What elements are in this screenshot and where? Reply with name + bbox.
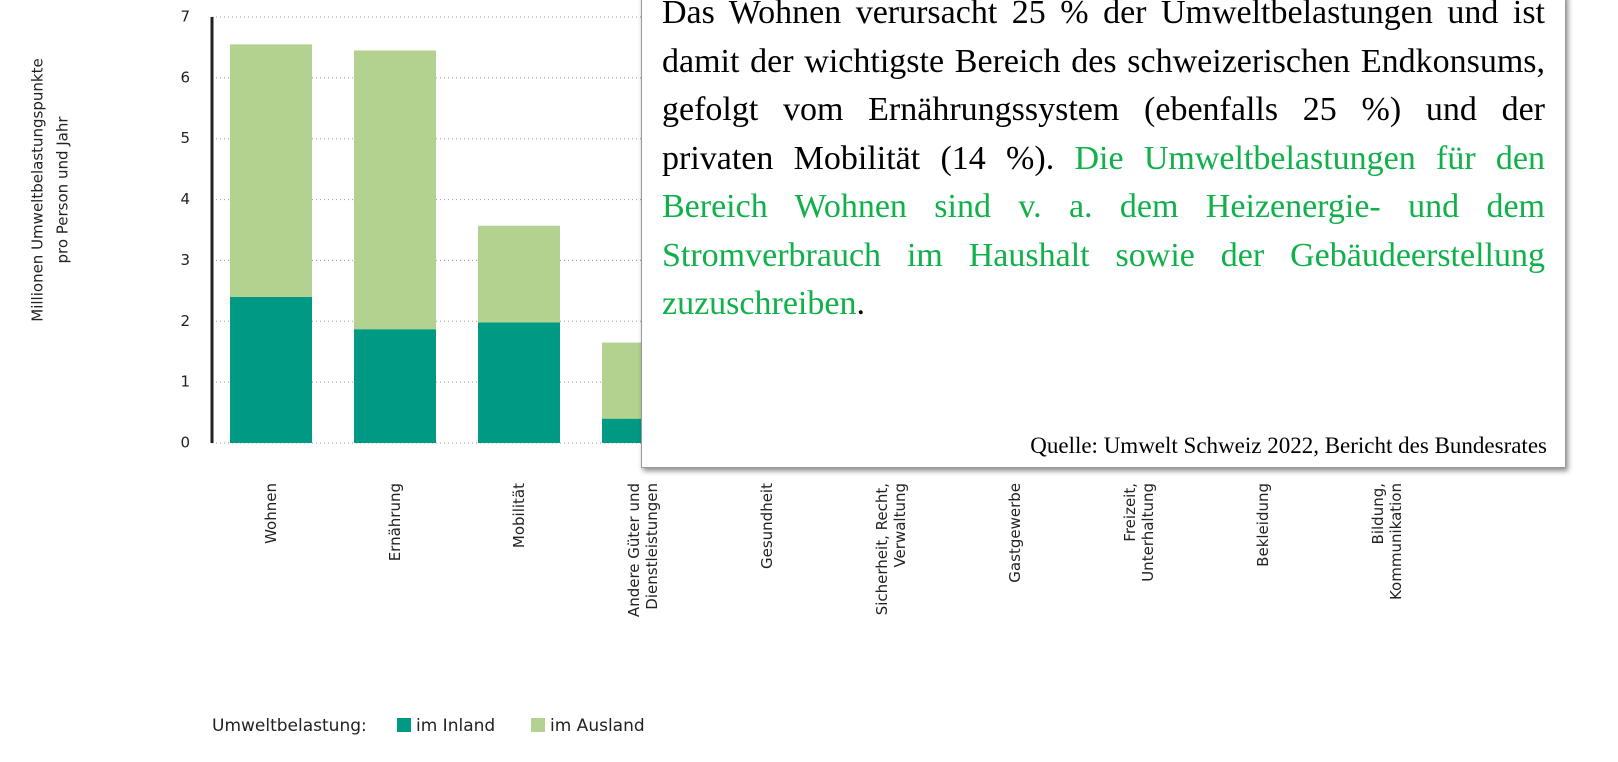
legend-swatch xyxy=(531,718,545,732)
y-tick-label: 0 xyxy=(180,434,190,452)
x-tick-label: Mobilität xyxy=(510,483,528,548)
y-tick-label: 1 xyxy=(180,373,190,391)
popup-sentence: Das Wohnen verursacht 25 % der Umweltbel… xyxy=(662,0,1545,177)
popup-highlight: Die Umweltbelastungen für den Bereich Wo… xyxy=(662,139,1546,323)
y-tick-label: 6 xyxy=(180,68,190,86)
x-tick-label: Bildung,Kommunikation xyxy=(1369,483,1405,600)
x-tick-label: Bekleidung xyxy=(1254,483,1272,567)
legend-label: im Ausland xyxy=(550,716,645,736)
x-tick-label: Freizeit,Unterhaltung xyxy=(1121,483,1157,582)
y-tick-label: 2 xyxy=(180,312,190,330)
x-tick-label: Gesundheit xyxy=(758,483,776,569)
info-popup: Das Wohnen verursacht 25 % der Umweltbel… xyxy=(641,0,1566,468)
y-axis-label: Millionen Umweltbelastungspunkte xyxy=(29,58,47,321)
x-tick-label: Wohnen xyxy=(262,483,280,544)
bar-segment xyxy=(230,44,312,297)
x-tick-label: Sicherheit, Recht,Verwaltung xyxy=(873,483,909,615)
x-tick-label: Gastgewerbe xyxy=(1006,483,1024,583)
legend-label: im Inland xyxy=(416,716,495,736)
popup-text: Das Wohnen verursacht 25 % der Umweltbel… xyxy=(662,0,1545,329)
bar-segment xyxy=(478,225,560,323)
y-tick-label: 3 xyxy=(180,251,190,269)
popup-end: . xyxy=(856,285,865,322)
bar-segment xyxy=(478,322,560,443)
y-tick-label: 7 xyxy=(180,8,190,26)
legend-swatch xyxy=(397,718,411,732)
popup-source: Quelle: Umwelt Schweiz 2022, Bericht des… xyxy=(1030,433,1547,458)
bar-segment xyxy=(354,329,436,443)
x-tick-label: Ernährung xyxy=(386,483,404,561)
x-tick-label: Andere Güter undDienstleistungen xyxy=(625,483,661,617)
y-tick-label: 4 xyxy=(180,190,190,208)
bar-segment xyxy=(230,296,312,443)
y-tick-label: 5 xyxy=(180,129,190,147)
legend-title: Umweltbelastung: xyxy=(212,716,367,736)
bar-segment xyxy=(354,50,436,330)
y-axis-label: pro Person und Jahr xyxy=(54,116,72,264)
